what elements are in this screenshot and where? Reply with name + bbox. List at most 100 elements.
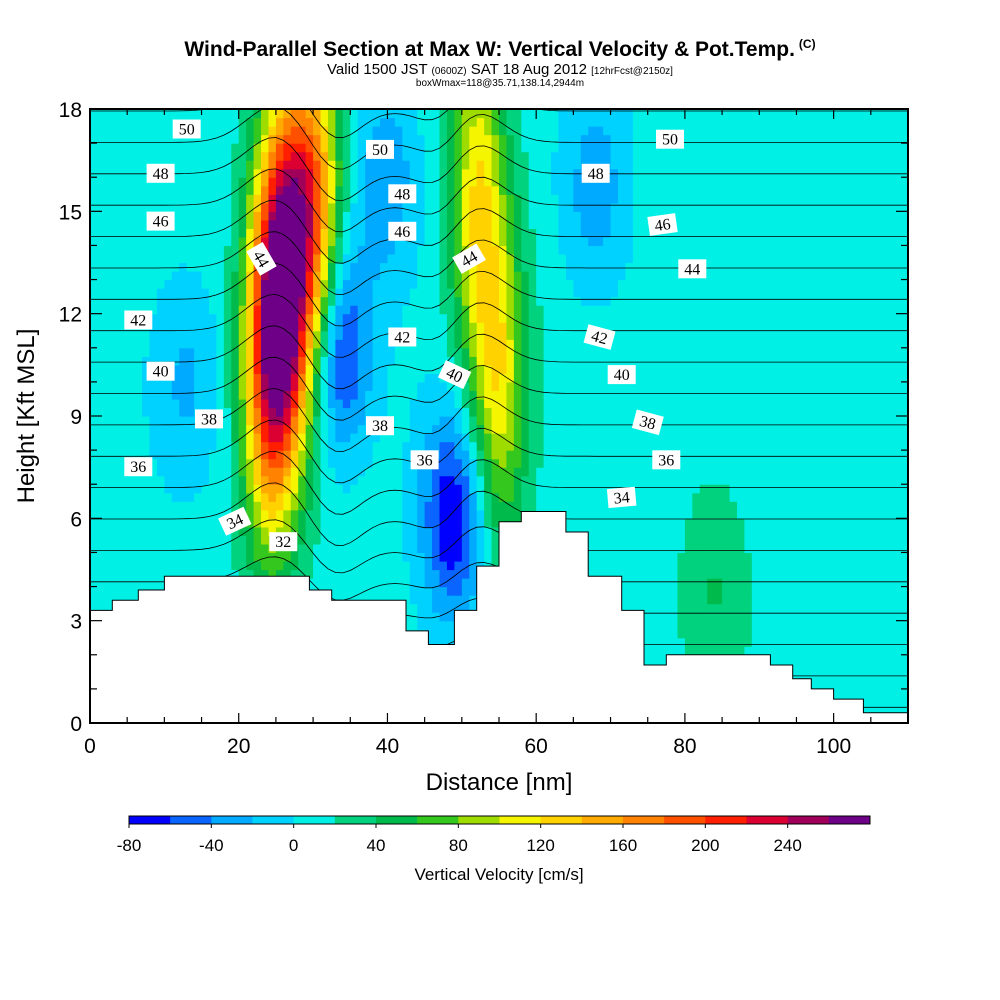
- velocity-cell: [171, 535, 180, 545]
- velocity-cell: [298, 424, 307, 434]
- velocity-cell: [350, 313, 359, 323]
- velocity-cell: [313, 543, 322, 554]
- velocity-cell: [469, 552, 478, 562]
- velocity-cell: [387, 168, 396, 178]
- velocity-cell: [164, 236, 173, 247]
- velocity-cell: [506, 458, 515, 468]
- velocity-cell: [365, 484, 374, 494]
- velocity-cell: [90, 134, 99, 144]
- velocity-cell: [320, 262, 329, 272]
- velocity-cell: [558, 330, 567, 340]
- velocity-cell: [90, 143, 99, 153]
- velocity-cell: [171, 381, 180, 392]
- velocity-cell: [394, 552, 403, 562]
- velocity-cell: [513, 305, 522, 315]
- velocity-cell: [588, 526, 597, 536]
- velocity-cell: [573, 518, 582, 528]
- velocity-cell: [142, 339, 151, 349]
- velocity-cell: [305, 407, 314, 417]
- velocity-cell: [372, 245, 381, 255]
- velocity-cell: [142, 194, 151, 204]
- velocity-cell: [558, 279, 567, 289]
- velocity-cell: [119, 296, 128, 306]
- velocity-cell: [119, 313, 128, 323]
- velocity-cell: [142, 381, 151, 392]
- velocity-cell: [565, 202, 574, 212]
- velocity-cell: [156, 535, 165, 545]
- velocity-cell: [439, 151, 448, 161]
- velocity-cell: [521, 467, 530, 477]
- velocity-cell: [342, 330, 351, 340]
- velocity-cell: [342, 262, 351, 272]
- velocity-cell: [432, 262, 441, 272]
- velocity-cell: [603, 560, 612, 571]
- velocity-cell: [380, 211, 389, 221]
- velocity-cell: [499, 441, 508, 451]
- velocity-cell: [365, 236, 374, 247]
- chart-subtitle: Valid 1500 JST (0600Z) SAT 18 Aug 2012 […: [0, 61, 1000, 78]
- velocity-cell: [90, 339, 99, 349]
- velocity-cell: [231, 330, 240, 340]
- velocity-cell: [365, 586, 374, 596]
- velocity-cell: [119, 578, 128, 588]
- velocity-cell: [402, 416, 411, 426]
- velocity-cell: [127, 185, 136, 195]
- velocity-cell: [201, 194, 210, 204]
- velocity-cell: [365, 543, 374, 554]
- velocity-cell: [409, 552, 418, 562]
- velocity-cell: [595, 126, 604, 136]
- velocity-cell: [342, 109, 351, 119]
- velocity-cell: [305, 347, 314, 357]
- velocity-cell: [424, 151, 433, 161]
- velocity-cell: [104, 168, 113, 178]
- velocity-cell: [305, 398, 314, 409]
- velocity-cell: [417, 262, 426, 272]
- velocity-cell: [461, 288, 470, 298]
- velocity-cell: [238, 109, 247, 119]
- velocity-cell: [491, 552, 500, 562]
- velocity-cell: [208, 390, 218, 400]
- velocity-cell: [164, 143, 173, 153]
- velocity-cell: [283, 160, 292, 170]
- velocity-cell: [513, 313, 522, 323]
- velocity-cell: [439, 407, 448, 417]
- velocity-cell: [461, 202, 470, 212]
- velocity-cell: [179, 160, 188, 170]
- velocity-cell: [588, 288, 597, 298]
- velocity-cell: [402, 475, 411, 485]
- velocity-cell: [461, 458, 470, 468]
- velocity-cell: [536, 202, 545, 212]
- velocity-cell: [506, 339, 515, 349]
- velocity-cell: [461, 296, 470, 306]
- velocity-cell: [551, 262, 560, 272]
- velocity-cell: [573, 177, 582, 187]
- velocity-cell: [261, 322, 270, 332]
- velocity-cell: [446, 177, 455, 187]
- velocity-cell: [186, 143, 195, 153]
- velocity-cell: [275, 518, 284, 528]
- velocity-cell: [275, 126, 284, 136]
- velocity-cell: [119, 168, 128, 178]
- velocity-cell: [127, 586, 136, 596]
- velocity-cell: [499, 407, 508, 417]
- velocity-cell: [357, 595, 366, 605]
- velocity-cell: [186, 407, 195, 417]
- velocity-cell: [461, 330, 470, 340]
- velocity-cell: [283, 552, 292, 562]
- velocity-cell: [365, 458, 374, 468]
- velocity-cell: [327, 143, 336, 153]
- velocity-cell: [521, 313, 530, 323]
- velocity-cell: [409, 407, 418, 417]
- velocity-cell: [513, 117, 522, 127]
- velocity-cell: [454, 160, 463, 170]
- velocity-cell: [565, 390, 574, 400]
- velocity-cell: [469, 279, 478, 289]
- velocity-cell: [268, 228, 277, 238]
- velocity-cell: [164, 484, 173, 494]
- velocity-cell: [573, 202, 582, 212]
- velocity-cell: [305, 271, 314, 281]
- velocity-cell: [506, 484, 515, 494]
- velocity-cell: [208, 492, 218, 502]
- velocity-cell: [424, 347, 433, 357]
- velocity-cell: [380, 262, 389, 272]
